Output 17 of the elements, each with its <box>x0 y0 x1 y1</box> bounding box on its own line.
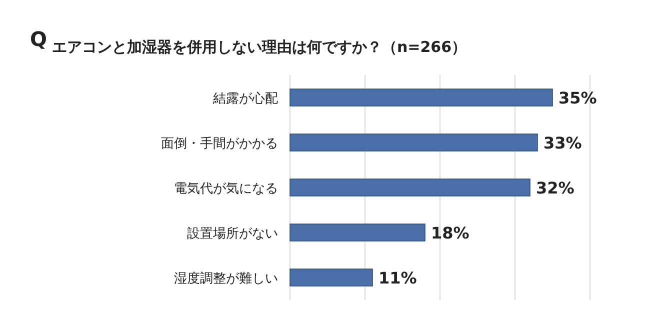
y-tick-label: 電気代が気になる <box>174 182 278 196</box>
bar <box>290 88 553 106</box>
bar <box>290 224 426 242</box>
bar <box>290 134 538 152</box>
bar <box>290 178 530 196</box>
data-label: 11% <box>378 268 417 288</box>
data-label: 33% <box>544 134 582 152</box>
data-label: 35% <box>558 88 597 108</box>
bar <box>290 268 373 286</box>
data-label: 18% <box>431 224 470 242</box>
chart-title: エアコンと加湿器を併用しない理由は何ですか？（n=266） <box>52 38 467 56</box>
data-label: 32% <box>536 178 574 198</box>
text: Q <box>30 27 48 51</box>
y-tick-label: 湿度調整が難しい <box>174 270 278 286</box>
y-tick-label: 結露が心配 <box>212 90 278 106</box>
y-tick-label: 面倒・手間がかかる <box>161 136 278 152</box>
y-tick-label: 設置場所がない <box>187 226 278 242</box>
